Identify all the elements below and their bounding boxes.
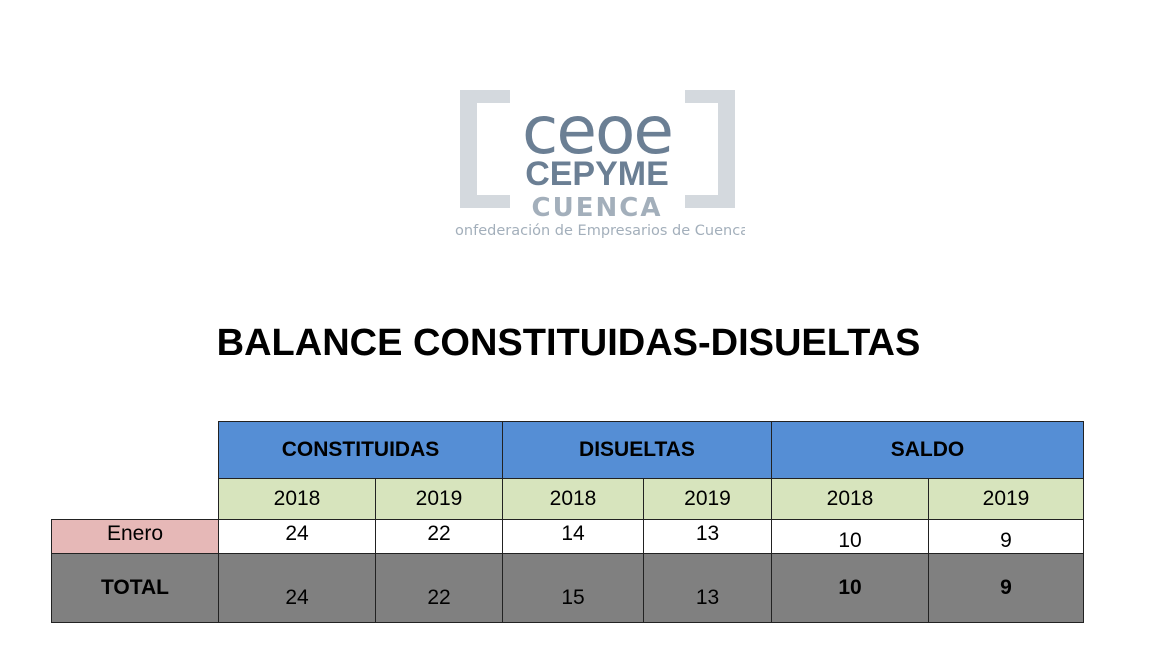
cell-value: 13 [643,553,772,623]
year-header: 2019 [643,478,772,520]
row-label: TOTAL [51,553,219,623]
logo-mark: ceoe [522,92,672,169]
year-header: 2019 [928,478,1084,520]
group-header: DISUELTAS [502,421,772,479]
title: BALANCE CONSTITUIDAS-DISUELTAS [216,322,921,364]
year-header: 2018 [771,478,929,520]
cell-value: 24 [218,553,376,623]
cell-value: 14 [502,519,644,554]
logo: ceoe CEPYME CUENCA Confederación de Empr… [455,90,745,239]
logo-location: CUENCA [532,193,663,223]
year-header: 2018 [502,478,644,520]
cell-value: 10 [771,519,929,554]
logo-bracket-left [460,90,510,208]
year-header: 2018 [218,478,376,520]
row-label: Enero [51,519,219,554]
cell-value: 24 [218,519,376,554]
logo-bracket-right [685,90,735,208]
cell-value: 13 [643,519,772,554]
year-header: 2019 [375,478,503,520]
cell-value: 22 [375,519,503,554]
group-header: CONSTITUIDAS [218,421,503,479]
cell-value: 15 [502,553,644,623]
cell-value: 22 [375,553,503,623]
cell-value: 10 [771,553,929,623]
logo-tagline: Confederación de Empresarios de Cuenca [455,223,745,239]
group-header: SALDO [771,421,1084,479]
cell-value: 9 [928,553,1084,623]
logo-name: CEPYME [525,155,669,193]
cell-value: 9 [928,519,1084,554]
